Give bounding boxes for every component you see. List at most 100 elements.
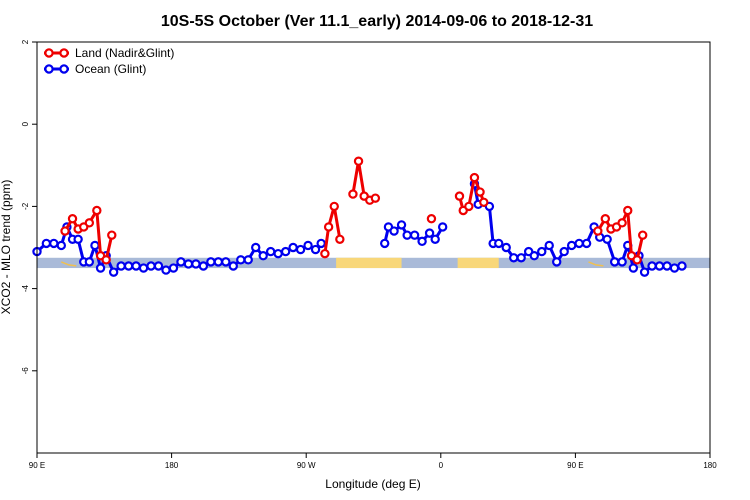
- series-land: [60, 156, 648, 265]
- data-point: [320, 248, 330, 259]
- data-point: [454, 191, 465, 201]
- data-point: [581, 238, 592, 249]
- y-axis-label: XCO2 - MLO trend (ppm): [0, 180, 13, 315]
- data-point: [49, 238, 59, 249]
- data-point: [138, 263, 149, 273]
- data-point: [437, 222, 448, 232]
- data-point: [609, 257, 620, 267]
- data-point: [265, 246, 276, 257]
- data-point: [84, 218, 95, 228]
- data-point: [593, 226, 603, 236]
- data-point: [107, 230, 117, 240]
- data-point: [221, 257, 231, 267]
- data-point: [469, 172, 480, 183]
- y-tick-label: -2: [21, 202, 30, 210]
- data-point: [566, 240, 577, 251]
- y-tick-label: -4: [21, 284, 30, 292]
- data-point: [191, 259, 201, 269]
- data-point: [288, 242, 298, 253]
- x-tick-label: 180: [703, 461, 717, 470]
- x-tick-label: 90 E: [567, 461, 583, 470]
- data-point: [654, 261, 665, 271]
- data-point: [602, 234, 612, 244]
- data-point: [60, 226, 70, 236]
- data-point: [243, 255, 253, 265]
- data-point: [529, 251, 539, 261]
- land-band-segment: [336, 257, 402, 269]
- data-point: [228, 261, 238, 271]
- legend-marker: [59, 64, 69, 74]
- data-point: [537, 246, 547, 257]
- x-tick-label: 180: [165, 461, 179, 470]
- data-point: [41, 238, 52, 249]
- data-point: [574, 238, 584, 249]
- chart-title: 10S-5S October (Ver 11.1_early) 2014-09-…: [161, 13, 593, 30]
- data-point: [146, 261, 156, 271]
- land-band-segment: [457, 257, 499, 269]
- data-point: [108, 267, 119, 277]
- legend-marker: [44, 48, 54, 58]
- data-point: [494, 238, 504, 249]
- data-point: [280, 246, 291, 257]
- data-point: [273, 248, 283, 259]
- y-tick-label: 0: [21, 121, 30, 126]
- data-point: [236, 255, 246, 265]
- data-point: [168, 263, 179, 273]
- data-point: [617, 257, 627, 267]
- y-tick-label: 2: [21, 39, 30, 44]
- legend-marker: [44, 64, 54, 74]
- data-point: [56, 240, 67, 251]
- data-point: [516, 253, 526, 263]
- data-point: [559, 246, 569, 257]
- data-point: [639, 267, 650, 277]
- y-axis: 2 0 -2 -4 -6: [21, 39, 37, 374]
- island-mark: [61, 261, 77, 267]
- data-point: [335, 234, 345, 244]
- data-point: [430, 234, 440, 244]
- data-point: [417, 236, 427, 247]
- data-point: [632, 255, 642, 265]
- legend: Land (Nadir&Glint) Ocean (Glint): [44, 46, 174, 76]
- data-point: [101, 255, 111, 265]
- data-point: [475, 187, 485, 197]
- reference-band: [37, 257, 710, 269]
- plot-frame: [36, 41, 711, 454]
- data-point: [623, 205, 633, 216]
- data-point: [206, 257, 216, 267]
- data-point: [409, 230, 420, 240]
- data-point: [353, 156, 364, 166]
- data-point: [617, 218, 627, 228]
- data-point: [310, 244, 321, 255]
- series-layer: [32, 156, 687, 277]
- data-point: [544, 240, 554, 251]
- data-point: [329, 201, 339, 212]
- data-point: [677, 261, 687, 271]
- legend-marker: [59, 48, 69, 58]
- data-point: [161, 265, 171, 275]
- data-point: [90, 240, 100, 251]
- data-point: [402, 230, 412, 240]
- data-point: [464, 201, 474, 212]
- x-tick-label: 0: [439, 461, 444, 470]
- data-point: [669, 263, 680, 273]
- data-point: [95, 263, 106, 273]
- data-point: [501, 242, 511, 253]
- island-mark: [588, 261, 604, 267]
- y-tick-label: -6: [21, 367, 30, 375]
- data-point: [628, 263, 639, 273]
- data-point: [647, 261, 657, 271]
- data-point: [116, 261, 126, 271]
- legend-label: Ocean (Glint): [75, 62, 146, 76]
- data-point: [662, 261, 672, 271]
- data-point: [183, 259, 194, 269]
- data-point: [600, 214, 611, 224]
- series-ocean: [32, 179, 687, 277]
- legend-label: Land (Nadir&Glint): [75, 46, 174, 60]
- data-point: [316, 238, 326, 249]
- x-tick-label: 90 W: [297, 461, 316, 470]
- data-point: [303, 240, 313, 251]
- x-tick-label: 90 E: [29, 461, 45, 470]
- data-point: [479, 197, 489, 207]
- data-point: [213, 257, 224, 267]
